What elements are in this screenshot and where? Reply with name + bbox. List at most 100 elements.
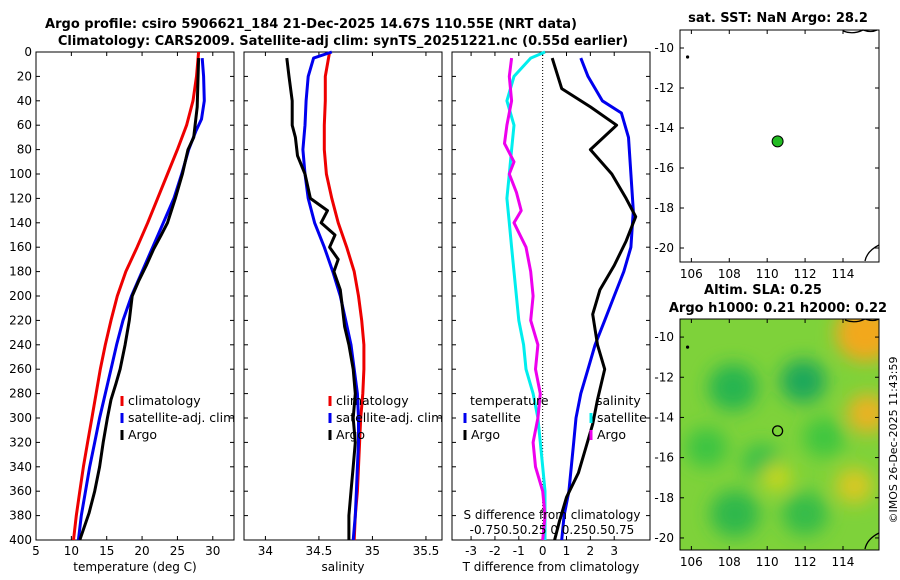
diff-legend-t-argo-label: Argo bbox=[471, 427, 500, 442]
argo-position-marker bbox=[771, 135, 784, 148]
map-sst-lon-label: 112 bbox=[794, 267, 817, 281]
sla-panel-title-line1: Altim. SLA: 0.25 bbox=[704, 283, 822, 298]
depth-tick-label: 300 bbox=[9, 411, 32, 425]
panel-0-xtick-label: 30 bbox=[205, 544, 220, 558]
diff-legend-s-satellite-label: satellite bbox=[597, 410, 647, 425]
panel-1-xtick-label: 34.5 bbox=[306, 544, 333, 558]
panel-0-xtick-label: 15 bbox=[99, 544, 114, 558]
panel-0-xtick-label: 20 bbox=[134, 544, 149, 558]
panel-0-xlabel: temperature (deg C) bbox=[73, 560, 196, 574]
diff-legend-temperature-head: temperature bbox=[470, 393, 549, 408]
panel-2-series-s-argo bbox=[503, 57, 547, 541]
depth-tick-label: 340 bbox=[9, 460, 32, 474]
depth-tick-label: 80 bbox=[17, 143, 32, 157]
sla-panel-title-line2: Argo h1000: 0.21 h2000: 0.22 bbox=[669, 301, 887, 316]
panel-2-xtick-label: 2 bbox=[587, 544, 595, 558]
sla-anomaly-blob bbox=[835, 467, 874, 504]
depth-tick-label: 20 bbox=[17, 69, 32, 83]
sla-anomaly-blob bbox=[761, 463, 792, 493]
sla-anomaly-blob bbox=[780, 359, 826, 403]
panel-2-xtick-label: -1 bbox=[513, 544, 525, 558]
map-sla-coastline-bottom bbox=[864, 532, 879, 550]
sla-anomaly-blob bbox=[782, 492, 828, 536]
depth-tick-label: 240 bbox=[9, 338, 32, 352]
panel-1-series-argo bbox=[285, 57, 357, 540]
panel-2-series-t-satellite bbox=[560, 57, 635, 541]
sla-field bbox=[680, 319, 879, 550]
panel-1-legend-argo-label: Argo bbox=[336, 427, 365, 442]
sla-anomaly-blob bbox=[846, 393, 879, 434]
panel-1-legend-climatology-label: climatology bbox=[336, 393, 409, 408]
map-sla-lat-label: -16 bbox=[654, 451, 674, 465]
panel-2-xtick-label: -2 bbox=[489, 544, 501, 558]
s-difference-tick-labels: -0.750.50.25 0 0.250.50.75 bbox=[470, 523, 635, 537]
sla-anomaly-blob bbox=[803, 417, 845, 458]
panel-0-legend-argo-label: Argo bbox=[128, 427, 157, 442]
depth-tick-label: 100 bbox=[9, 167, 32, 181]
imos-timestamp: ©IMOS 26-Dec-2025 11:43:59 bbox=[887, 357, 900, 524]
map-sst-lat-label: -18 bbox=[654, 201, 674, 215]
map-sst-coastline-top bbox=[842, 29, 878, 34]
map-sst-lon-label: 110 bbox=[756, 267, 779, 281]
depth-tick-label: 380 bbox=[9, 509, 32, 523]
map-sst-island bbox=[685, 55, 690, 59]
sla-anomaly-blob bbox=[835, 319, 879, 362]
panel-1-xlabel: salinity bbox=[321, 560, 364, 574]
panel-0-series-argo bbox=[78, 58, 201, 541]
map-sla-frame bbox=[679, 318, 880, 551]
depth-tick-label: 140 bbox=[9, 216, 32, 230]
panel-1-legend-satellite-label: satellite-adj. clim bbox=[336, 410, 443, 425]
map-sst-lat-label: -10 bbox=[654, 41, 674, 55]
panel-1-series-satellite-adj-clim bbox=[301, 50, 360, 541]
depth-tick-label: 180 bbox=[9, 265, 32, 279]
depth-tick-label: 260 bbox=[9, 362, 32, 376]
panel-0-frame bbox=[35, 51, 235, 541]
map-sst-lat-label: -14 bbox=[654, 121, 674, 135]
panel-1-xtick-label: 35.5 bbox=[413, 544, 440, 558]
map-sst-lat-label: -16 bbox=[654, 161, 674, 175]
map-sla-lon-label: 110 bbox=[756, 555, 779, 569]
map-sst-frame bbox=[679, 29, 880, 263]
s-difference-axis-label: S difference from climatology bbox=[464, 508, 641, 522]
map-sst-lon-label: 106 bbox=[680, 267, 703, 281]
panel-1-xtick-label: 35 bbox=[365, 544, 380, 558]
depth-tick-label: 220 bbox=[9, 313, 32, 327]
map-sla-lon-label: 114 bbox=[832, 555, 855, 569]
panel-0-series-climatology bbox=[72, 51, 201, 541]
panel-2-xtick-label: -3 bbox=[465, 544, 477, 558]
panel-2-xlabel: T difference from climatology bbox=[462, 560, 640, 574]
panel-2-series-s-satellite bbox=[505, 50, 547, 540]
panel-2-xtick-label: 0 bbox=[539, 544, 547, 558]
panel-1-frame bbox=[243, 51, 443, 541]
panel-1-xtick-label: 34 bbox=[258, 544, 273, 558]
sla-anomaly-blob bbox=[708, 363, 758, 411]
map-sst-coastline-bottom bbox=[864, 244, 880, 262]
sla-anomaly-blob bbox=[685, 427, 728, 468]
map-sla-island bbox=[685, 345, 690, 349]
map-sst-lat-label: -20 bbox=[654, 241, 674, 255]
map-sst-lat-label: -12 bbox=[654, 81, 674, 95]
depth-tick-label: 60 bbox=[17, 118, 32, 132]
panel-0-xtick-label: 5 bbox=[32, 544, 40, 558]
figure-title-line1: Argo profile: csiro 5906621_184 21-Dec-2… bbox=[45, 17, 577, 32]
depth-tick-label: 200 bbox=[9, 289, 32, 303]
panel-0-legend-satellite-label: satellite-adj. clim bbox=[128, 410, 235, 425]
figure-title-line2: Climatology: CARS2009. Satellite-adj cli… bbox=[58, 34, 628, 49]
panel-2-series-t-argo bbox=[550, 57, 638, 541]
map-sla-lat-label: -12 bbox=[654, 370, 674, 384]
panel-0-xtick-label: 25 bbox=[170, 544, 185, 558]
map-sla-lat-label: -14 bbox=[654, 410, 674, 424]
map-sst-lon-label: 114 bbox=[832, 267, 855, 281]
map-sla-lon-label: 112 bbox=[794, 555, 817, 569]
panel-0-xtick-label: 10 bbox=[64, 544, 79, 558]
diff-legend-salinity-head: salinity bbox=[596, 393, 641, 408]
map-sla-lat-label: -18 bbox=[654, 491, 674, 505]
diff-legend-t-satellite-label: satellite bbox=[471, 410, 521, 425]
argo-position-ring bbox=[771, 425, 784, 437]
diff-legend-s-argo-label: Argo bbox=[597, 427, 626, 442]
map-sla-lat-label: -10 bbox=[654, 330, 674, 344]
sla-anomaly-blob bbox=[710, 490, 760, 538]
sla-anomaly-blobs bbox=[685, 319, 879, 538]
